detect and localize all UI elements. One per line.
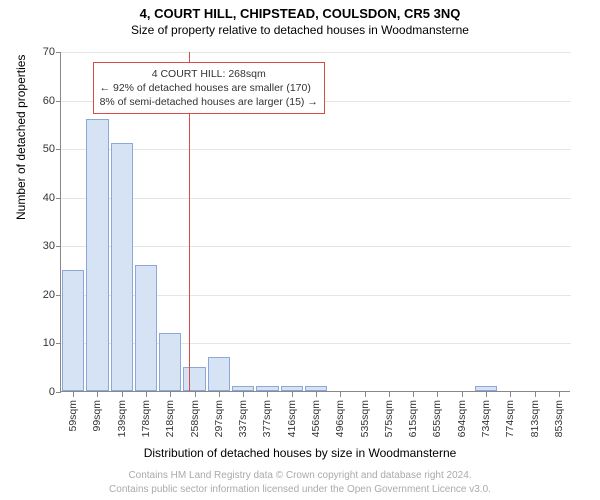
y-tick-label: 10 [43, 337, 55, 349]
page-title: 4, COURT HILL, CHIPSTEAD, COULSDON, CR5 … [0, 0, 600, 21]
y-tick-label: 50 [43, 143, 55, 155]
histogram-bar [256, 386, 278, 391]
annotation-line: 8% of semi-detached houses are larger (1… [100, 95, 318, 109]
y-tick-mark [56, 52, 61, 53]
y-tick-mark [56, 149, 61, 150]
page-subtitle: Size of property relative to detached ho… [0, 21, 600, 37]
chart-container: 4, COURT HILL, CHIPSTEAD, COULSDON, CR5 … [0, 0, 600, 500]
y-tick-mark [56, 392, 61, 393]
footer-attribution: Contains HM Land Registry data © Crown c… [0, 469, 600, 496]
x-tick-mark [267, 392, 268, 397]
plot-region: 01020304050607059sqm99sqm139sqm178sqm218… [60, 52, 570, 392]
x-tick-label: 813sqm [529, 400, 541, 437]
annotation-line: ← 92% of detached houses are smaller (17… [100, 81, 318, 95]
y-axis-title: Number of detached properties [14, 55, 28, 220]
x-tick-label: 496sqm [334, 400, 346, 437]
x-axis-title: Distribution of detached houses by size … [0, 446, 600, 460]
grid-line [61, 198, 571, 199]
histogram-bar [135, 265, 157, 391]
footer-line-2: Contains public sector information licen… [0, 483, 600, 497]
x-tick-mark [389, 392, 390, 397]
footer-line-1: Contains HM Land Registry data © Crown c… [0, 469, 600, 483]
x-tick-mark [195, 392, 196, 397]
x-tick-mark [170, 392, 171, 397]
x-tick-label: 456sqm [310, 400, 322, 437]
histogram-bar [475, 386, 497, 391]
x-tick-mark [292, 392, 293, 397]
x-tick-label: 178sqm [140, 400, 152, 437]
histogram-bar [281, 386, 303, 391]
y-tick-mark [56, 246, 61, 247]
x-tick-mark [365, 392, 366, 397]
chart-area: 01020304050607059sqm99sqm139sqm178sqm218… [60, 52, 570, 392]
x-tick-label: 615sqm [407, 400, 419, 437]
y-tick-label: 0 [49, 386, 55, 398]
x-tick-mark [243, 392, 244, 397]
x-tick-mark [535, 392, 536, 397]
x-tick-mark [73, 392, 74, 397]
x-tick-mark [437, 392, 438, 397]
x-tick-label: 655sqm [431, 400, 443, 437]
x-tick-mark [219, 392, 220, 397]
x-tick-label: 337sqm [237, 400, 249, 437]
histogram-bar [159, 333, 181, 391]
grid-line [61, 149, 571, 150]
annotation-line: 4 COURT HILL: 268sqm [100, 67, 318, 81]
y-tick-mark [56, 101, 61, 102]
y-tick-label: 70 [43, 46, 55, 58]
x-tick-label: 853sqm [553, 400, 565, 437]
x-tick-label: 59sqm [67, 400, 79, 432]
x-tick-label: 99sqm [91, 400, 103, 432]
x-tick-label: 535sqm [359, 400, 371, 437]
histogram-bar [305, 386, 327, 391]
x-tick-label: 416sqm [286, 400, 298, 437]
grid-line [61, 52, 571, 53]
y-tick-label: 40 [43, 192, 55, 204]
x-tick-label: 139sqm [116, 400, 128, 437]
x-tick-mark [122, 392, 123, 397]
x-tick-label: 377sqm [261, 400, 273, 437]
x-tick-mark [316, 392, 317, 397]
histogram-bar [183, 367, 205, 391]
histogram-bar [232, 386, 254, 391]
x-tick-label: 297sqm [213, 400, 225, 437]
y-tick-mark [56, 295, 61, 296]
x-tick-mark [462, 392, 463, 397]
x-tick-mark [340, 392, 341, 397]
y-tick-mark [56, 343, 61, 344]
grid-line [61, 246, 571, 247]
x-tick-mark [510, 392, 511, 397]
x-tick-mark [486, 392, 487, 397]
histogram-bar [86, 119, 108, 391]
annotation-box: 4 COURT HILL: 268sqm← 92% of detached ho… [93, 62, 325, 115]
x-tick-mark [146, 392, 147, 397]
x-tick-label: 734sqm [480, 400, 492, 437]
y-tick-label: 30 [43, 240, 55, 252]
y-tick-label: 60 [43, 95, 55, 107]
histogram-bar [111, 143, 133, 391]
x-tick-label: 258sqm [189, 400, 201, 437]
y-tick-label: 20 [43, 289, 55, 301]
x-tick-mark [559, 392, 560, 397]
x-tick-label: 694sqm [456, 400, 468, 437]
x-tick-mark [97, 392, 98, 397]
histogram-bar [62, 270, 84, 391]
x-tick-label: 575sqm [383, 400, 395, 437]
histogram-bar [208, 357, 230, 391]
x-tick-label: 774sqm [504, 400, 516, 437]
y-tick-mark [56, 198, 61, 199]
x-tick-label: 218sqm [164, 400, 176, 437]
x-tick-mark [413, 392, 414, 397]
